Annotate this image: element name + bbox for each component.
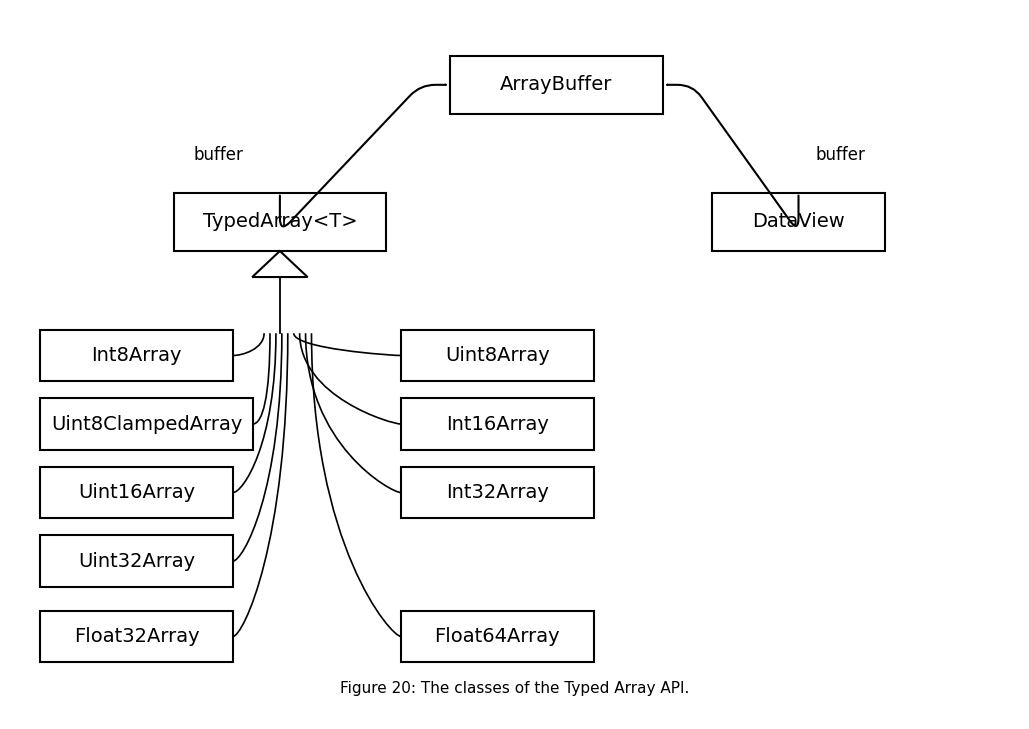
Text: Uint32Array: Uint32Array: [78, 552, 196, 571]
Bar: [40, 535, 233, 587]
Text: Uint8ClampedArray: Uint8ClampedArray: [50, 415, 242, 434]
Bar: [40, 611, 233, 662]
Bar: [174, 192, 386, 251]
Text: ArrayBuffer: ArrayBuffer: [500, 75, 612, 94]
Bar: [40, 467, 233, 518]
Text: Float64Array: Float64Array: [434, 627, 560, 646]
Polygon shape: [252, 251, 308, 277]
Bar: [712, 192, 885, 251]
Bar: [401, 467, 594, 518]
Bar: [401, 398, 594, 450]
Text: DataView: DataView: [752, 212, 845, 231]
Text: Uint8Array: Uint8Array: [445, 346, 549, 365]
Text: Int16Array: Int16Array: [446, 415, 548, 434]
Text: Int32Array: Int32Array: [446, 483, 548, 502]
Bar: [40, 330, 233, 381]
Text: buffer: buffer: [193, 146, 243, 164]
Text: Int8Array: Int8Array: [92, 346, 182, 365]
Bar: [401, 330, 594, 381]
Text: Figure 20: The classes of the Typed Array API.: Figure 20: The classes of the Typed Arra…: [340, 682, 689, 696]
Bar: [401, 611, 594, 662]
Text: TypedArray<T>: TypedArray<T>: [203, 212, 357, 231]
Text: buffer: buffer: [815, 146, 865, 164]
Text: Float32Array: Float32Array: [74, 627, 200, 646]
Text: Uint16Array: Uint16Array: [78, 483, 196, 502]
Bar: [40, 398, 253, 450]
Bar: [451, 55, 663, 114]
